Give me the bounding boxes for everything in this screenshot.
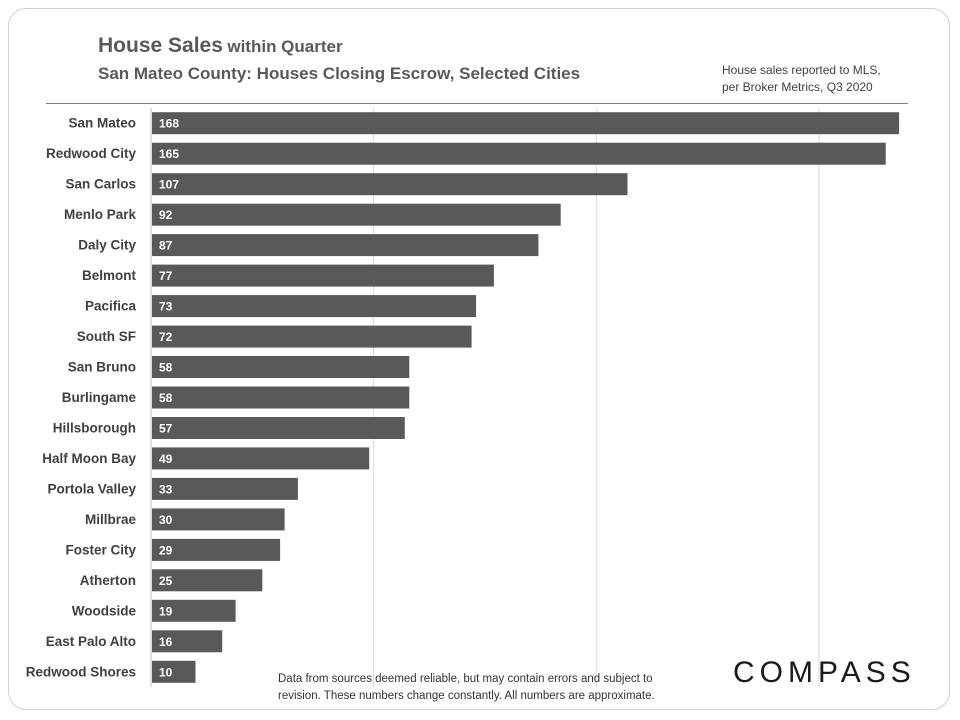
data-label: 33 — [159, 482, 173, 496]
bar — [152, 112, 900, 135]
chart-subtitle: San Mateo County: Houses Closing Escrow,… — [98, 64, 581, 83]
category-label: San Bruno — [68, 360, 136, 375]
data-label: 168 — [159, 117, 179, 131]
data-label: 72 — [159, 330, 173, 344]
data-label: 92 — [159, 208, 173, 222]
category-label: South SF — [77, 329, 136, 344]
category-label: Hillsborough — [53, 421, 136, 436]
bar — [152, 386, 410, 409]
bar — [152, 630, 223, 653]
category-label: Millbrae — [85, 512, 137, 527]
bar — [152, 447, 370, 470]
data-label: 25 — [159, 574, 173, 588]
title-divider — [46, 103, 908, 104]
bar — [152, 203, 561, 226]
category-label: Portola Valley — [47, 481, 136, 496]
source-note: House sales reported to MLS, per Broker … — [722, 62, 881, 96]
data-label: 57 — [159, 422, 173, 436]
category-label: Redwood City — [46, 146, 136, 161]
bar — [152, 325, 472, 348]
bar — [152, 173, 628, 196]
category-label: Belmont — [82, 268, 137, 283]
category-label: Half Moon Bay — [42, 451, 136, 466]
source-note-line-1: House sales reported to MLS, — [722, 63, 881, 77]
compass-logo: COMPASS — [733, 656, 916, 689]
chart-title-main: House Sales — [98, 34, 223, 57]
category-label: Daly City — [78, 238, 136, 253]
category-label: San Mateo — [68, 116, 136, 131]
disclaimer-line-1: Data from sources deemed reliable, but m… — [278, 673, 653, 685]
data-label: 165 — [159, 147, 179, 161]
category-label: Burlingame — [62, 390, 137, 405]
source-note-line-2: per Broker Metrics, Q3 2020 — [722, 80, 873, 94]
bar — [152, 356, 410, 378]
data-label: 29 — [159, 543, 173, 557]
data-label: 77 — [159, 269, 173, 283]
data-label: 58 — [159, 391, 173, 405]
disclaimer: Data from sources deemed reliable, but m… — [278, 671, 655, 705]
data-label: 87 — [159, 239, 173, 253]
data-label: 58 — [159, 361, 173, 375]
category-label: Woodside — [72, 603, 137, 618]
data-label: 107 — [159, 178, 179, 192]
bar — [152, 295, 477, 318]
bar — [152, 569, 263, 592]
bar — [152, 264, 494, 287]
disclaimer-line-2: revision. These numbers change constantl… — [278, 690, 655, 702]
category-label: East Palo Alto — [46, 634, 136, 649]
data-label: 49 — [159, 452, 173, 466]
bar — [152, 508, 285, 531]
data-label: 19 — [159, 604, 173, 618]
data-label: 30 — [159, 513, 173, 527]
category-label: Pacifica — [85, 299, 137, 314]
bar — [152, 234, 539, 257]
data-label: 73 — [159, 300, 173, 314]
category-label: San Carlos — [65, 177, 136, 192]
category-label: Menlo Park — [64, 207, 137, 222]
category-label: Atherton — [80, 573, 136, 588]
data-label: 10 — [159, 665, 173, 679]
bar — [152, 477, 298, 500]
data-label: 16 — [159, 635, 173, 649]
bar — [152, 142, 886, 165]
bar — [152, 538, 281, 561]
category-label: Foster City — [65, 542, 136, 557]
bar — [152, 660, 196, 683]
bar — [152, 599, 236, 622]
chart-title: House Sales within Quarter — [98, 34, 343, 58]
chart-title-rest: within Quarter — [227, 37, 343, 56]
bar — [152, 417, 405, 439]
category-label: Redwood Shores — [26, 664, 136, 679]
